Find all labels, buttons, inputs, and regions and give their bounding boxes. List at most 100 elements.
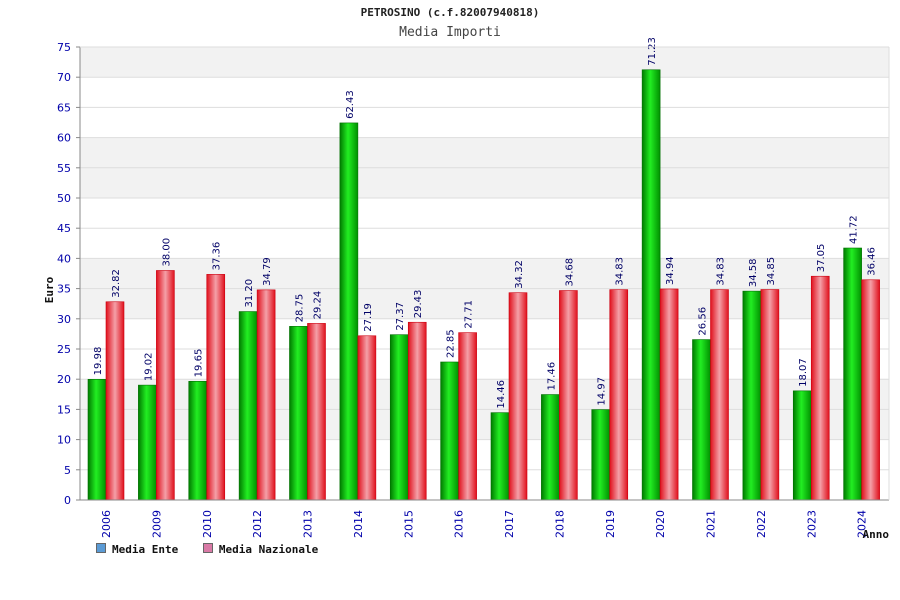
data-label: 19.02	[143, 352, 154, 381]
data-label: 32.82	[111, 269, 122, 298]
bar-media-ente-2009	[138, 384, 157, 501]
bar-media-ente-2018	[541, 394, 560, 501]
data-label: 41.72	[849, 215, 860, 244]
x-tick-label: 2013	[302, 510, 315, 538]
legend-item-media-ente: Media Ente	[96, 543, 178, 556]
x-tick-label: 2006	[100, 510, 113, 538]
grid-band	[80, 107, 889, 138]
data-label: 62.43	[345, 90, 356, 119]
data-label: 38.00	[161, 238, 172, 267]
bar-media-nazionale-2016	[458, 332, 477, 501]
bar-media-nazionale-2017	[508, 292, 528, 501]
grid-band	[80, 77, 889, 108]
data-label: 17.46	[546, 362, 557, 391]
bar-media-nazionale-2021	[710, 289, 729, 501]
legend-label-media-ente: Media Ente	[112, 543, 179, 556]
x-tick-label: 2023	[805, 510, 818, 538]
data-label: 29.43	[413, 290, 424, 319]
data-labels: 19.98 32.82 19.02 38.00 19.65 37.36 31.20 34.79…	[93, 37, 878, 409]
bar-media-nazionale-2012	[256, 289, 276, 501]
legend-swatch-media-nazionale	[202, 543, 213, 553]
x-tick-label: 2024	[856, 510, 869, 538]
data-label: 28.75	[295, 294, 306, 323]
x-tick-label: 2016	[453, 510, 466, 538]
grid-band	[80, 137, 889, 168]
chart-title: PETROSINO (c.f.82007940818)	[360, 6, 540, 19]
x-tick-label: 2021	[705, 510, 718, 538]
data-label: 34.83	[615, 257, 626, 286]
data-label: 27.19	[363, 303, 374, 332]
x-tick-label: 2022	[755, 510, 768, 538]
data-label: 34.94	[665, 256, 676, 285]
data-label: 37.36	[212, 242, 223, 271]
bar-media-ente-2012	[238, 311, 258, 501]
y-tick-label: 20	[57, 373, 71, 386]
bar-media-nazionale-2015	[407, 321, 427, 501]
bar-media-ente-2020	[641, 69, 661, 501]
data-label: 31.20	[244, 279, 255, 308]
bar-media-nazionale-2013	[307, 323, 326, 501]
y-tick-label: 50	[57, 192, 71, 205]
bar-media-ente-2006	[87, 379, 107, 501]
bar-media-ente-2013	[289, 326, 308, 501]
bar-media-ente-2010	[188, 381, 208, 501]
bar-media-ente-2023	[792, 390, 812, 501]
bar-media-ente-2015	[389, 334, 409, 501]
bar-media-ente-2024	[843, 247, 862, 501]
x-tick-label: 2014	[352, 510, 365, 538]
x-tick-label: 2015	[402, 510, 415, 538]
data-label: 27.37	[395, 302, 406, 331]
bar-media-nazionale-2018	[559, 290, 578, 501]
x-tick-label: 2020	[654, 510, 667, 538]
bar-media-nazionale-2022	[760, 289, 780, 501]
x-tick-label: 2012	[251, 510, 264, 538]
data-label: 18.07	[798, 358, 809, 387]
bar-media-nazionale-2020	[659, 288, 679, 501]
y-tick-label: 5	[64, 464, 71, 477]
bar-media-nazionale-2019	[609, 289, 629, 501]
data-label: 36.46	[867, 247, 878, 276]
bar-media-ente-2019	[591, 409, 611, 501]
bar-media-ente-2021	[692, 339, 711, 501]
chart-subtitle: Media Importi	[399, 25, 501, 40]
bar-media-ente-2022	[742, 290, 762, 501]
legend-swatch-media-ente	[96, 543, 106, 553]
y-tick-label: 0	[64, 494, 71, 507]
grid-band	[80, 198, 889, 229]
data-label: 34.85	[766, 257, 777, 286]
y-tick-label: 40	[57, 252, 71, 265]
grid-band	[80, 228, 889, 259]
x-tick-label: 2009	[150, 510, 163, 538]
legend-item-media-nazionale: Media Nazionale	[202, 543, 319, 556]
data-label: 14.46	[496, 380, 507, 409]
y-tick-label: 65	[57, 101, 71, 114]
data-label: 22.85	[446, 329, 457, 358]
bar-media-ente-2017	[490, 412, 510, 501]
bar-media-nazionale-2024	[861, 279, 880, 501]
data-label: 27.71	[464, 300, 475, 329]
y-tick-label: 35	[57, 283, 71, 296]
data-label: 19.65	[194, 349, 205, 378]
y-tick-label: 10	[57, 434, 71, 447]
data-label: 14.97	[597, 377, 608, 406]
data-label: 71.23	[647, 37, 658, 66]
y-axis-label: Euro	[43, 276, 56, 303]
data-label: 34.32	[514, 260, 525, 289]
y-tick-label: 30	[57, 313, 71, 326]
data-label: 19.98	[93, 347, 104, 376]
y-tick-label: 45	[57, 222, 71, 235]
y-tick-label: 15	[57, 403, 71, 416]
legend-label-media-nazionale: Media Nazionale	[218, 543, 319, 556]
axes: 0 5 10 15 20 25 30 35 40 45 50 55 60 65 70 75 2006 2009 20…	[57, 41, 890, 538]
x-tick-label: 2010	[201, 510, 214, 538]
data-label: 37.05	[816, 244, 827, 273]
y-tick-label: 70	[57, 71, 71, 84]
bar-media-nazionale-2014	[357, 335, 377, 501]
y-tick-label: 75	[57, 41, 71, 54]
data-label: 34.79	[262, 257, 273, 286]
data-label: 34.83	[716, 257, 727, 286]
bars	[87, 69, 880, 501]
x-tick-label: 2017	[503, 510, 516, 538]
data-label: 34.68	[564, 258, 575, 287]
grid-band	[80, 47, 889, 78]
